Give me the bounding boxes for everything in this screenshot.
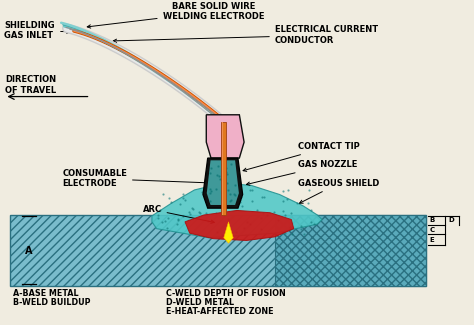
Text: B-WELD BUILDUP: B-WELD BUILDUP	[12, 298, 90, 307]
Bar	[275, 215, 426, 286]
Text: BARE SOLID WIRE
WELDING ELECTRODE: BARE SOLID WIRE WELDING ELECTRODE	[87, 2, 264, 28]
Polygon shape	[203, 158, 243, 208]
Text: E: E	[429, 237, 434, 242]
Bar	[222, 122, 223, 215]
Bar	[221, 122, 226, 215]
Polygon shape	[224, 222, 233, 243]
Text: A-BASE METAL: A-BASE METAL	[12, 289, 78, 298]
Text: B: B	[429, 217, 435, 224]
Polygon shape	[207, 160, 239, 205]
Text: GAS NOZZLE: GAS NOZZLE	[246, 160, 358, 185]
Bar	[10, 215, 426, 286]
Text: D-WELD METAL: D-WELD METAL	[166, 298, 234, 307]
Text: D: D	[448, 217, 454, 224]
Polygon shape	[185, 210, 294, 240]
Text: C-WELD DEPTH OF FUSION: C-WELD DEPTH OF FUSION	[166, 289, 286, 298]
Text: GASEOUS SHIELD: GASEOUS SHIELD	[299, 179, 380, 203]
Text: DIRECTION
OF TRAVEL: DIRECTION OF TRAVEL	[5, 75, 56, 95]
Text: E-HEAT-AFFECTED ZONE: E-HEAT-AFFECTED ZONE	[166, 307, 273, 316]
Bar	[10, 215, 426, 286]
Text: A: A	[25, 246, 33, 256]
Text: ELECTRICAL CURRENT
CONDUCTOR: ELECTRICAL CURRENT CONDUCTOR	[113, 25, 378, 45]
Text: SHIELDING
GAS INLET: SHIELDING GAS INLET	[4, 21, 70, 40]
Text: ARC: ARC	[143, 205, 214, 223]
Text: C: C	[429, 227, 435, 233]
Polygon shape	[206, 115, 244, 158]
Polygon shape	[152, 183, 322, 238]
Text: CONTACT TIP: CONTACT TIP	[243, 142, 360, 171]
Text: CONSUMABLE
ELECTRODE: CONSUMABLE ELECTRODE	[62, 169, 212, 188]
